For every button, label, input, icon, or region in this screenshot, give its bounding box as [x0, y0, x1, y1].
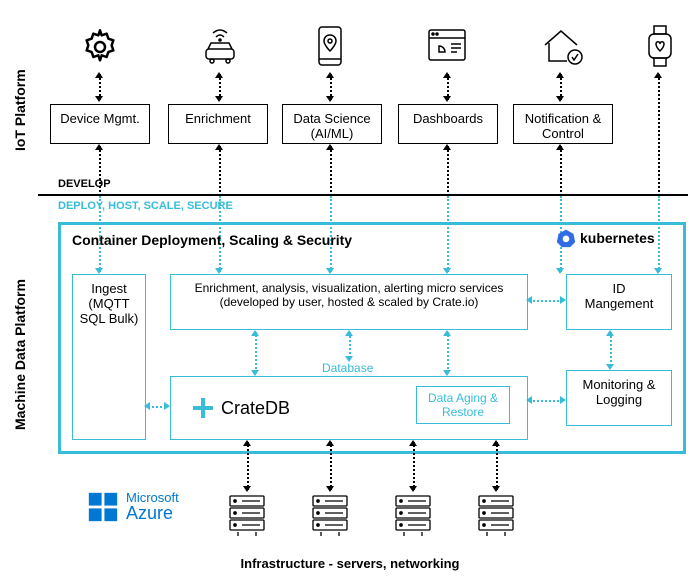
- server-icon-4: [475, 492, 517, 541]
- container-title: Container Deployment, Scaling & Security: [72, 232, 352, 248]
- develop-line: [38, 194, 688, 196]
- id-mgmt-box: ID Mangement: [566, 274, 672, 330]
- microservices-label: Enrichment, analysis, visualization, ale…: [181, 281, 517, 309]
- iot-box-device-mgmt: Device Mgmt.: [50, 104, 150, 144]
- kubernetes-icon: [556, 228, 576, 248]
- azure-line1: Microsoft: [126, 491, 179, 505]
- conn-dev-4a: [447, 146, 449, 192]
- conn-crate-monitor: [530, 400, 562, 402]
- cratedb-label: CrateDB: [221, 398, 290, 419]
- iot-box-data-science: Data Science (AI/ML): [282, 104, 382, 144]
- ingest-box: Ingest (MQTT SQL Bulk): [72, 274, 146, 440]
- iot-platform-label: IoT Platform: [12, 60, 28, 160]
- database-label: Database: [322, 361, 373, 375]
- monitoring-box: Monitoring & Logging: [566, 370, 672, 426]
- iot-box-label: Notification & Control: [518, 111, 608, 141]
- id-mgmt-label: ID Mangement: [585, 281, 654, 311]
- kubernetes-label: kubernetes: [580, 230, 655, 246]
- phone-location-icon: [305, 22, 355, 70]
- data-aging-box: Data Aging & Restore: [416, 386, 510, 424]
- deploy-label: DEPLOY, HOST, SCALE, SECURE: [58, 200, 233, 212]
- kubernetes-brand: kubernetes: [556, 228, 655, 248]
- iot-box-enrichment: Enrichment: [168, 104, 268, 144]
- server-icon-2: [309, 492, 351, 541]
- iot-box-label: Enrichment: [185, 111, 251, 126]
- conn-dev-1a: [99, 146, 101, 192]
- conn-micro-db-1: [255, 332, 257, 372]
- footer-label: Infrastructure - servers, networking: [0, 556, 700, 571]
- conn-micro-db-3: [447, 332, 449, 372]
- azure-icon: [86, 490, 120, 524]
- server-icon-1: [226, 492, 268, 541]
- browser-chart-icon: [422, 24, 472, 68]
- iot-box-dashboards: Dashboards: [398, 104, 498, 144]
- azure-brand: Microsoft Azure: [86, 490, 179, 524]
- conn-watch-a: [658, 74, 660, 192]
- data-aging-label: Data Aging & Restore: [428, 391, 498, 419]
- azure-line2: Azure: [126, 504, 179, 523]
- conn-dev-3a: [330, 146, 332, 192]
- conn-micro-id: [530, 300, 562, 302]
- conn-dev-5a: [560, 146, 562, 192]
- conn-db-srv-2: [330, 442, 332, 490]
- iot-box-notification: Notification & Control: [513, 104, 613, 144]
- home-check-icon: [536, 24, 588, 68]
- iot-box-label: Device Mgmt.: [60, 111, 139, 126]
- watch-heart-icon: [640, 24, 680, 68]
- microservices-box: Enrichment, analysis, visualization, ale…: [170, 274, 528, 330]
- iot-box-label: Dashboards: [413, 111, 483, 126]
- monitoring-label: Monitoring & Logging: [571, 377, 667, 407]
- iot-box-label: Data Science (AI/ML): [293, 111, 370, 141]
- cratedb-brand: CrateDB: [191, 396, 290, 420]
- cratedb-icon: [191, 396, 215, 420]
- car-wifi-icon: [190, 22, 250, 70]
- develop-label: DEVELOP: [58, 178, 111, 190]
- conn-dev-2a: [219, 146, 221, 192]
- conn-db-srv-4: [496, 442, 498, 490]
- conn-id-monitor: [610, 332, 612, 366]
- gear-icon: [70, 24, 130, 70]
- machine-data-platform-label: Machine Data Platform: [12, 265, 28, 445]
- conn-db-srv-1: [247, 442, 249, 490]
- ingest-label: Ingest (MQTT SQL Bulk): [80, 281, 139, 326]
- server-icon-3: [392, 492, 434, 541]
- conn-db-srv-3: [413, 442, 415, 490]
